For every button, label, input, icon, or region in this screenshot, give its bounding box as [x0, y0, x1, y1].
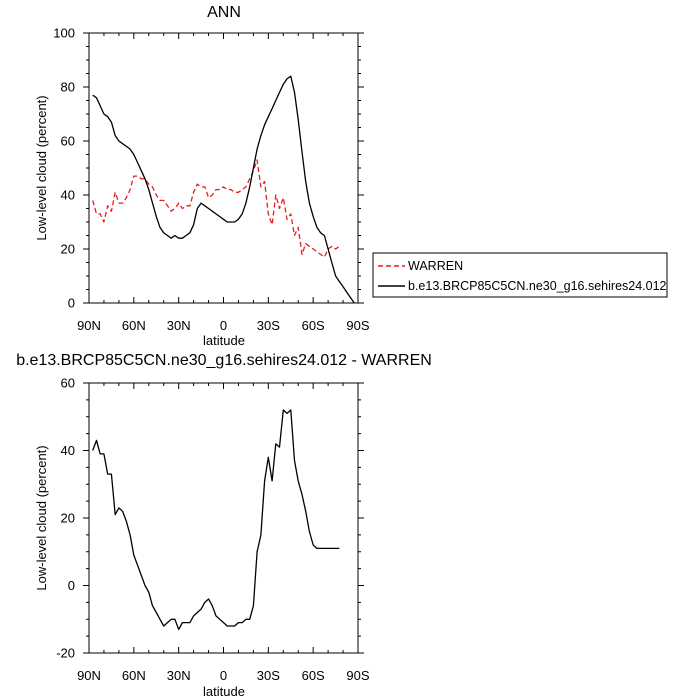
x-tick-label: 30N: [167, 318, 191, 333]
bottom-panel: b.e13.BRCP85C5CN.ne30_g16.sehires24.012 …: [16, 352, 432, 699]
y-tick-label: 80: [61, 80, 75, 95]
y-tick-label: 40: [61, 188, 75, 203]
series-line-difference: [92, 409, 340, 631]
legend-label-model: b.e13.BRCP85C5CN.ne30_g16.sehires24.012: [408, 279, 667, 293]
top-chart-title: ANN: [207, 4, 241, 21]
legend-label-warren: WARREN: [408, 259, 463, 273]
top-x-axis-title: latitude: [203, 333, 245, 348]
series-line-b-e13-brcp85c5cn-ne30-g16-sehires24-012: [92, 75, 355, 304]
y-tick-label: 0: [68, 578, 75, 593]
y-tick-label: 20: [61, 511, 75, 526]
plot-frame: [88, 382, 359, 654]
top-series: [92, 75, 355, 304]
x-tick-label: 30S: [257, 668, 280, 683]
bottom-x-axis-title: latitude: [203, 684, 245, 699]
y-tick-label: 100: [53, 26, 75, 41]
top-panel: ANN 90N 60N 30N 0 30S 60S 90S 0 20 40 60 80 100 lati…: [34, 4, 370, 348]
bottom-y-axis-title: Low-level cloud (percent): [34, 445, 49, 590]
series-line-warren: [92, 159, 340, 258]
y-tick-label: 60: [61, 376, 75, 391]
x-tick-label: 30S: [257, 318, 280, 333]
x-tick-label: 0: [220, 668, 227, 683]
top-axes: 90N 60N 30N 0 30S 60S 90S 0 20 40 60 80 100: [53, 26, 370, 334]
y-tick-label: 40: [61, 443, 75, 458]
x-tick-label: 60N: [122, 668, 146, 683]
x-tick-label: 30N: [167, 668, 191, 683]
x-tick-label: 90S: [346, 668, 369, 683]
x-tick-label: 60N: [122, 318, 146, 333]
plot-frame: [88, 32, 359, 304]
x-tick-label: 90N: [77, 318, 101, 333]
legend-box: [372, 252, 668, 298]
bottom-axes: 90N 60N 30N 0 30S 60S 90S -20 0 20 40 60: [56, 376, 370, 684]
y-tick-label: 60: [61, 134, 75, 149]
bottom-chart-title: b.e13.BRCP85C5CN.ne30_g16.sehires24.012 …: [16, 352, 432, 369]
x-tick-label: 60S: [302, 318, 325, 333]
y-tick-label: 0: [68, 296, 75, 311]
bottom-series: [92, 409, 340, 631]
x-tick-label: 90N: [77, 668, 101, 683]
top-y-axis-title: Low-level cloud (percent): [34, 95, 49, 240]
y-tick-label: -20: [56, 646, 75, 661]
x-tick-label: 60S: [302, 668, 325, 683]
legend: WARREN b.e13.BRCP85C5CN.ne30_g16.sehires…: [372, 252, 668, 298]
x-tick-label: 90S: [346, 318, 369, 333]
y-tick-label: 20: [61, 242, 75, 257]
x-tick-label: 0: [220, 318, 227, 333]
